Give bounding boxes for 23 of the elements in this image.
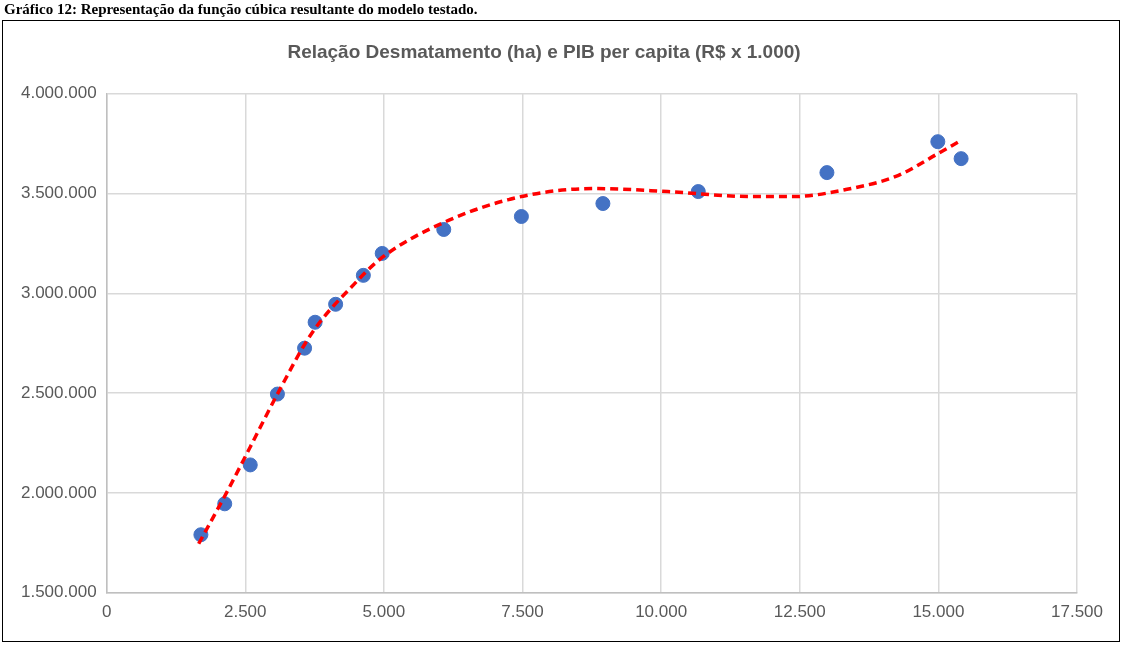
point <box>513 209 529 225</box>
x-tick-label: 15.000 <box>912 602 965 622</box>
y-tick-label: 3.000.000 <box>20 283 97 303</box>
point <box>242 457 258 473</box>
point <box>953 151 969 167</box>
x-tick-label: 2.500 <box>223 602 267 622</box>
y-tick-label: 1.500.000 <box>20 582 97 602</box>
x-tick-label: 17.500 <box>1051 602 1103 622</box>
y-tick-label: 2.500.000 <box>20 382 97 402</box>
x-tick-label: 10.000 <box>635 602 688 622</box>
y-tick-label: 3.500.000 <box>20 183 97 203</box>
text: Gráfico 12: Representação da função cúbica resultante do modelo testado. <box>3 0 479 18</box>
chart-title: Relação Desmatamento (ha) e PIB per capita (R$ x 1.000) <box>287 40 801 62</box>
x-tick-label: 7.500 <box>501 602 544 622</box>
x-tick-label: 5.000 <box>362 602 406 622</box>
y-tick-label: 2.000.000 <box>20 482 97 502</box>
point <box>930 134 946 150</box>
point <box>819 165 835 181</box>
x-tick-label: 0 <box>101 602 112 622</box>
point <box>436 221 452 237</box>
x-tick-label: 12.500 <box>773 602 826 622</box>
y-tick-label: 4.000.000 <box>20 83 97 103</box>
point <box>595 196 611 212</box>
